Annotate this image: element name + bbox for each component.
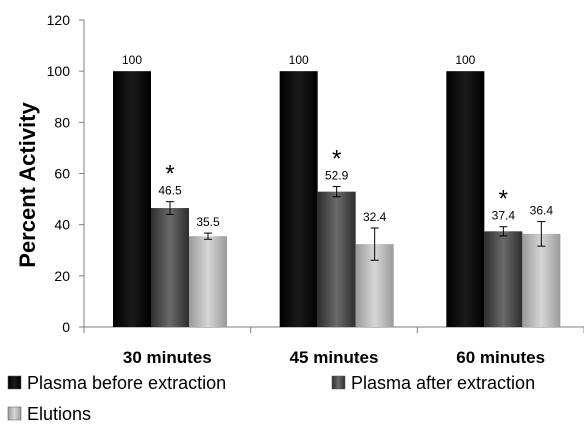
bar-plasma-after-extraction [151, 208, 189, 327]
significance-marker: * [499, 186, 508, 213]
data-label: 37.4 [492, 209, 516, 223]
y-tick-label: 40 [54, 217, 70, 233]
data-label: 100 [455, 53, 475, 67]
bar-elutions [189, 236, 227, 327]
legend-swatch [7, 406, 22, 421]
data-label: 100 [122, 53, 142, 67]
data-label: 32.4 [363, 210, 387, 224]
legend-label: Plasma before extraction [27, 373, 226, 393]
bar-plasma-after-extraction [484, 231, 523, 327]
bar-plasma-before-extraction [279, 71, 318, 328]
x-category-label: 45 minutes [290, 348, 379, 367]
y-tick-label: 0 [62, 319, 70, 335]
data-label: 35.5 [196, 215, 220, 229]
data-label: 46.5 [158, 184, 182, 198]
y-tick-label: 80 [54, 114, 70, 130]
y-tick-label: 20 [54, 268, 70, 284]
legend-label: Plasma after extraction [351, 373, 535, 393]
significance-marker: * [332, 146, 341, 173]
data-label: 100 [289, 53, 309, 67]
x-category-label: 60 minutes [456, 348, 545, 367]
significance-marker: * [165, 161, 174, 188]
y-tick-label: 60 [54, 166, 70, 182]
y-tick-label: 120 [47, 12, 71, 28]
y-tick-label: 100 [47, 63, 71, 79]
legend-label: Elutions [27, 404, 91, 424]
bar-plasma-before-extraction [446, 71, 485, 328]
x-category-label: 30 minutes [123, 348, 212, 367]
data-label: 52.9 [325, 169, 349, 183]
bar-elutions [522, 233, 561, 327]
legend-swatch [331, 375, 346, 390]
legend-swatch [7, 375, 22, 390]
y-axis-title: Percent Activity [15, 102, 40, 268]
data-label: 36.4 [530, 204, 554, 218]
bar-plasma-after-extraction [317, 191, 356, 327]
bar-plasma-before-extraction [113, 71, 151, 328]
